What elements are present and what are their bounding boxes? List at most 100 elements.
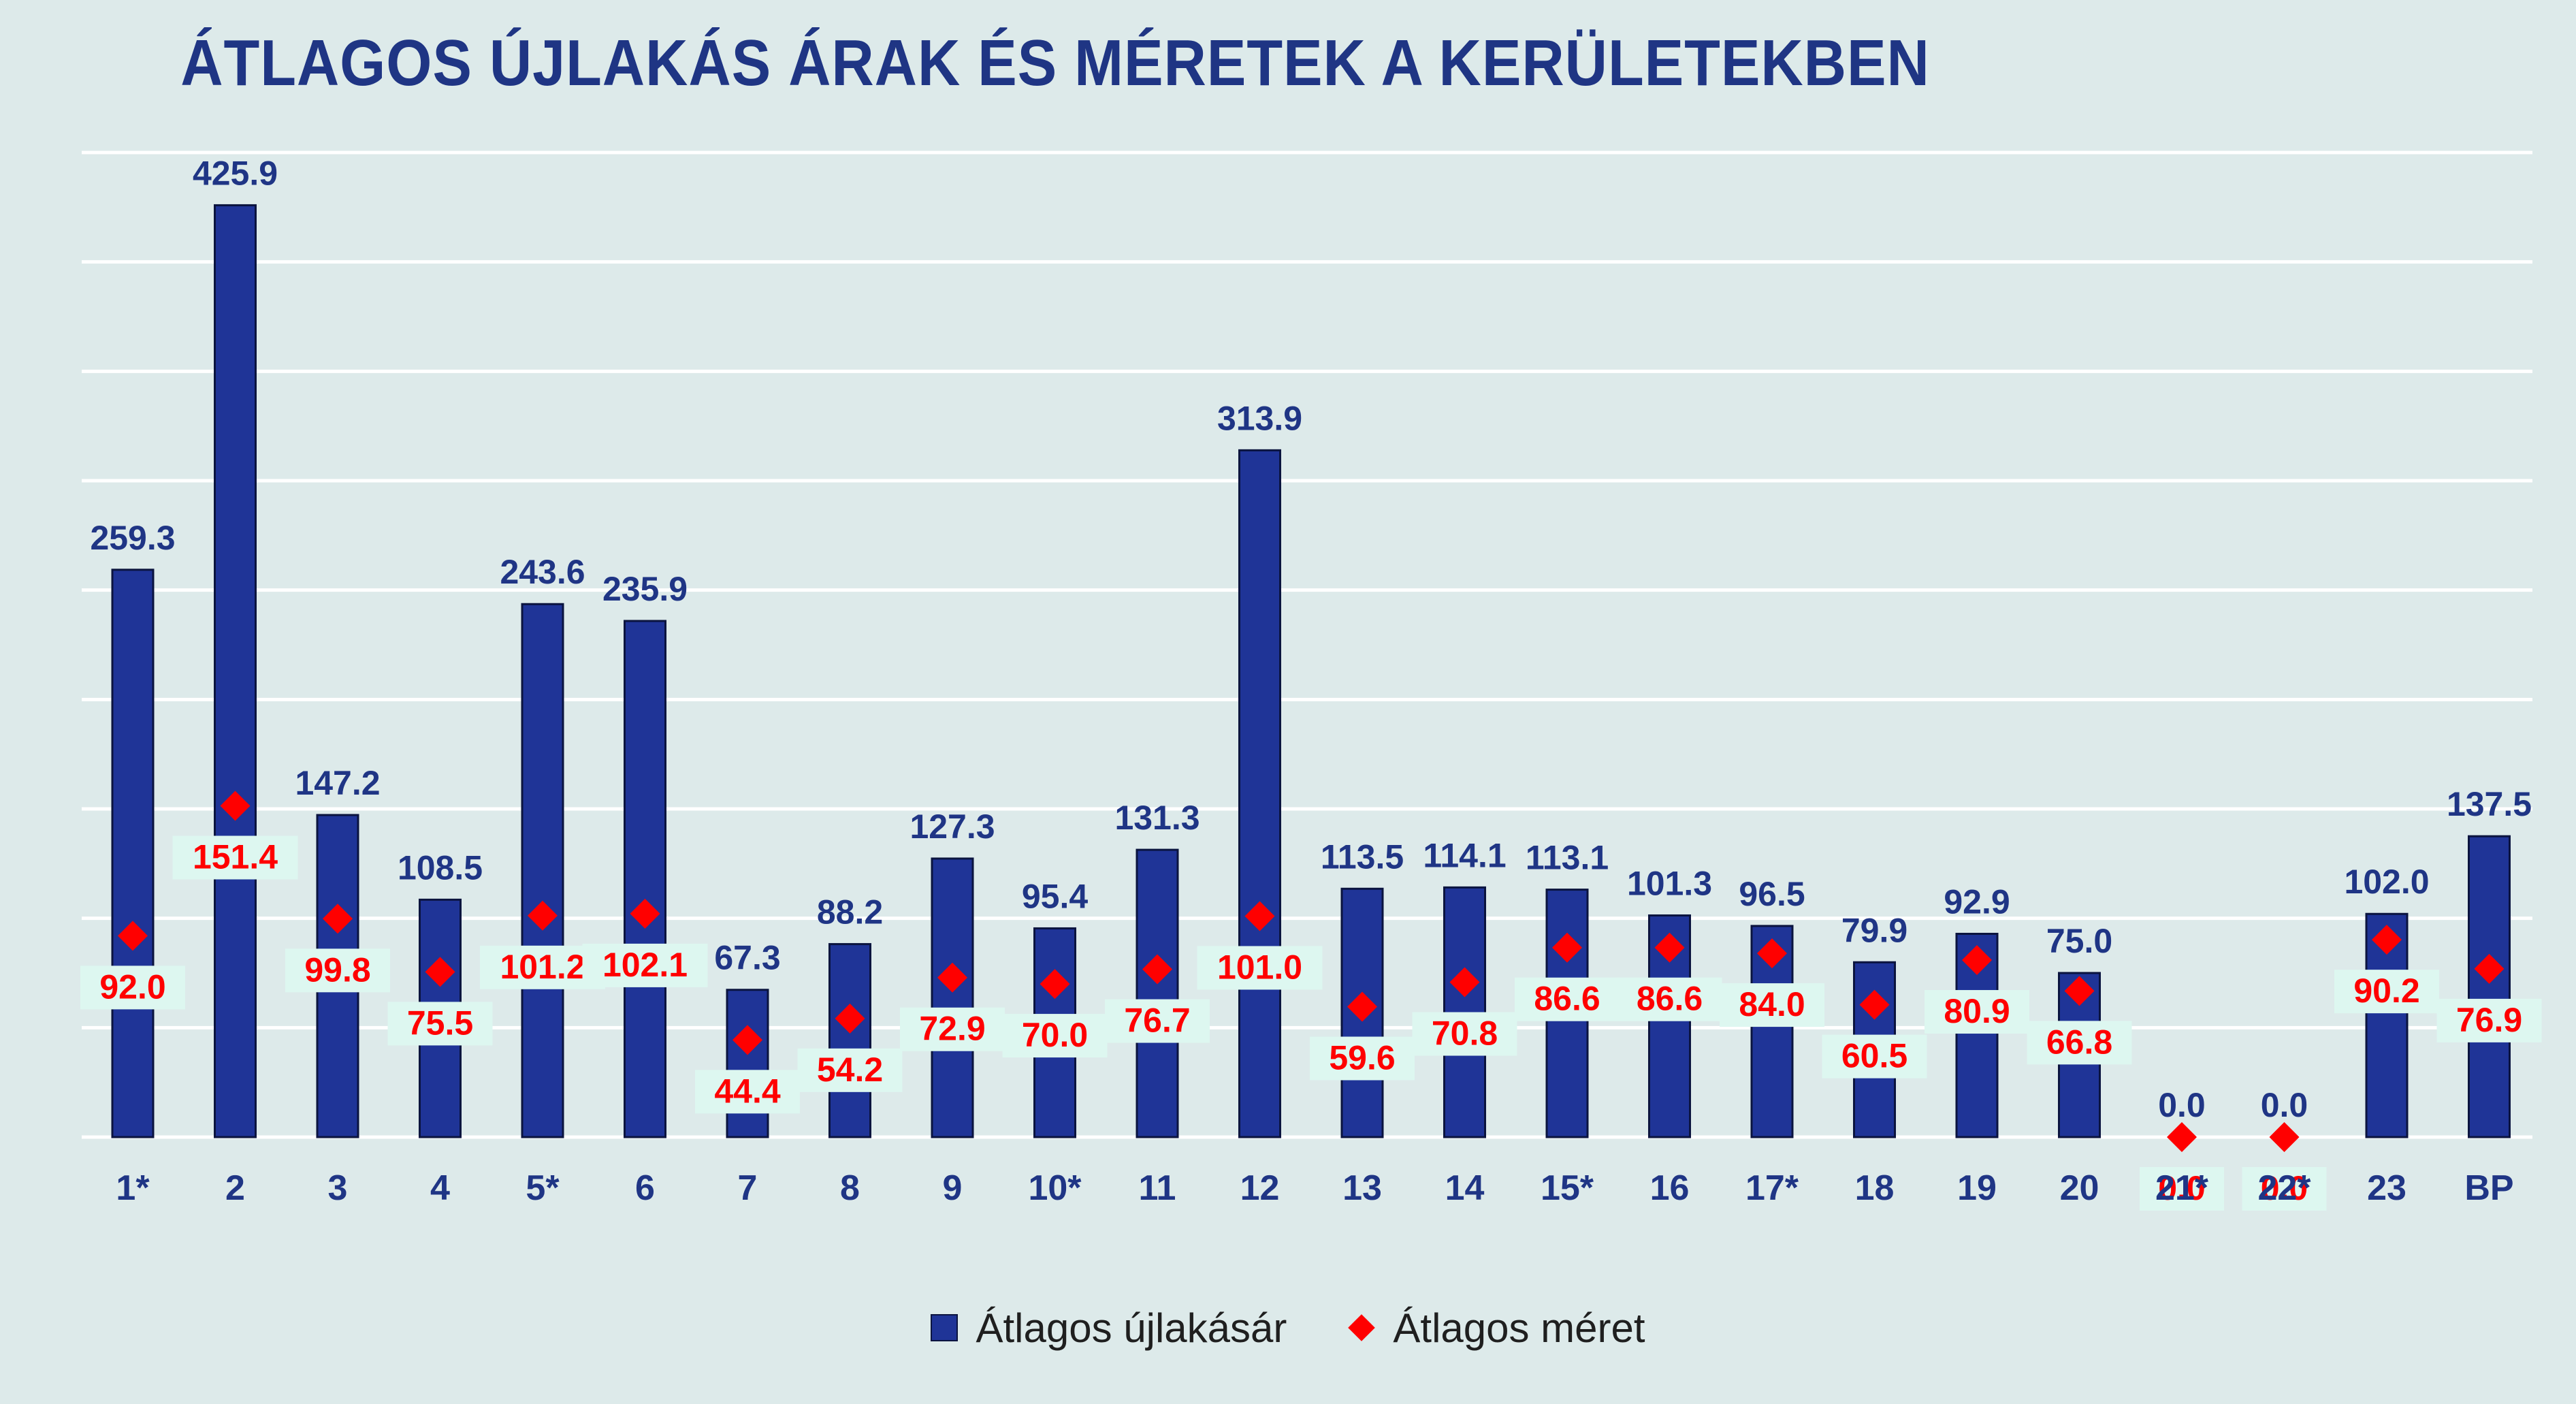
price-bar	[2468, 835, 2511, 1138]
category-tick-label: 1*	[116, 1168, 150, 1208]
size-label-bg	[387, 1002, 493, 1046]
size-label-bg	[80, 966, 185, 1010]
size-data-label: 101.2	[500, 948, 585, 986]
size-diamond-marker	[323, 904, 353, 934]
size-data-label: 44.4	[714, 1072, 781, 1110]
size-diamond-marker	[528, 900, 558, 931]
price-bar	[828, 943, 871, 1138]
price-bar	[111, 569, 155, 1138]
price-data-label: 101.3	[1627, 864, 1712, 902]
size-data-label: 102.1	[602, 946, 688, 984]
size-data-label: 80.9	[1944, 992, 2010, 1030]
size-label-bg	[1412, 1012, 1517, 1056]
category-tick-label: 13	[1342, 1168, 1382, 1208]
size-data-label: 76.9	[2456, 1001, 2522, 1039]
price-data-label: 127.3	[909, 808, 995, 846]
chart-title: ÁTLAGOS ÚJLAKÁS ÁRAK ÉS MÉRETEK A KERÜLE…	[180, 27, 1930, 99]
size-data-label: 59.6	[1329, 1038, 1395, 1076]
size-diamond-marker	[630, 898, 660, 929]
price-data-label: 95.4	[1022, 877, 1089, 915]
price-data-label: 79.9	[1841, 911, 1907, 949]
size-diamond-marker	[2064, 976, 2095, 1006]
price-data-label: 235.9	[602, 570, 688, 608]
size-diamond-marker	[1244, 901, 1275, 931]
size-diamond-marker	[732, 1025, 762, 1055]
size-label-bg	[582, 943, 708, 987]
size-diamond-marker	[1654, 932, 1685, 963]
size-data-label: 99.8	[304, 951, 370, 989]
price-data-label: 425.9	[193, 154, 278, 192]
category-tick-label: 3	[328, 1168, 348, 1208]
price-data-label: 0.0	[2158, 1086, 2206, 1124]
size-label-bg	[1310, 1036, 1415, 1081]
price-bar	[624, 620, 666, 1138]
size-diamond-marker	[1449, 967, 1480, 998]
size-diamond-marker	[1552, 932, 1582, 963]
price-data-label: 313.9	[1217, 399, 1302, 437]
size-diamond-marker	[1142, 954, 1172, 985]
price-bar	[521, 603, 564, 1138]
price-bar	[726, 989, 769, 1138]
category-tick-label: 4	[430, 1168, 450, 1208]
legend-bar-swatch	[931, 1314, 959, 1341]
size-diamond-marker	[1757, 938, 1787, 969]
size-data-label: 90.2	[2353, 972, 2419, 1010]
size-label-bg	[1925, 990, 2029, 1034]
size-data-label: 72.9	[919, 1010, 985, 1048]
price-data-label: 259.3	[90, 519, 175, 557]
price-bar	[214, 204, 257, 1138]
size-diamond-marker	[2269, 1122, 2300, 1152]
size-data-label: 86.6	[1637, 980, 1703, 1018]
category-tick-label: 2	[225, 1168, 245, 1208]
size-diamond-marker	[220, 791, 251, 821]
price-data-label: 137.5	[2447, 785, 2532, 823]
legend-item-size: Átlagos méret	[1348, 1305, 1645, 1352]
size-data-label: 86.6	[1534, 980, 1600, 1018]
size-label-bg	[285, 948, 390, 993]
category-tick-label: 22*	[2257, 1168, 2311, 1208]
size-label-bg	[900, 1007, 1005, 1051]
category-tick-label: 16	[1650, 1168, 1690, 1208]
size-label-bg	[2140, 1167, 2224, 1211]
category-tick-label: 21*	[2155, 1168, 2209, 1208]
price-data-label: 88.2	[817, 893, 883, 931]
price-data-label: 131.3	[1114, 799, 1200, 837]
size-diamond-marker	[835, 1003, 865, 1034]
category-tick-label: 7	[738, 1168, 758, 1208]
category-tick-label: 11	[1139, 1168, 1176, 1208]
category-tick-label: 15*	[1541, 1168, 1594, 1208]
size-diamond-marker	[1962, 945, 1992, 976]
size-label-bg	[1105, 999, 1210, 1043]
size-label-bg	[2242, 1167, 2327, 1211]
size-diamond-marker	[425, 957, 455, 987]
size-data-label: 0.0	[2158, 1169, 2206, 1207]
size-diamond-marker	[2167, 1122, 2197, 1152]
category-tick-label: 14	[1445, 1168, 1485, 1208]
legend-diamond-swatch	[1348, 1314, 1376, 1341]
category-tick-label: 17*	[1745, 1168, 1799, 1208]
size-label-bg	[172, 835, 298, 880]
size-diamond-marker	[2372, 925, 2402, 955]
price-data-label: 114.1	[1423, 836, 1506, 874]
size-label-bg	[1720, 983, 1824, 1027]
price-data-label: 243.6	[500, 553, 585, 591]
size-data-label: 151.4	[193, 838, 278, 876]
size-label-bg	[2436, 998, 2542, 1042]
category-tick-label: 9	[943, 1168, 963, 1208]
size-data-label: 75.5	[407, 1004, 473, 1042]
size-label-bg	[1515, 977, 1620, 1021]
price-data-label: 108.5	[398, 848, 483, 887]
legend: Átlagos újlakásár Átlagos méret	[0, 1301, 2576, 1355]
size-diamond-marker	[118, 921, 148, 951]
price-bar	[1238, 449, 1281, 1138]
category-tick-label: 10*	[1028, 1168, 1082, 1208]
category-tick-label: 18	[1855, 1168, 1895, 1208]
size-label-bg	[1002, 1014, 1108, 1058]
price-data-label: 147.2	[295, 764, 380, 802]
price-bar	[931, 857, 974, 1138]
size-label-bg	[2334, 970, 2439, 1014]
price-data-label: 0.0	[2261, 1086, 2308, 1124]
category-tick-label: 12	[1240, 1168, 1280, 1208]
size-data-label: 60.5	[1841, 1037, 1907, 1075]
